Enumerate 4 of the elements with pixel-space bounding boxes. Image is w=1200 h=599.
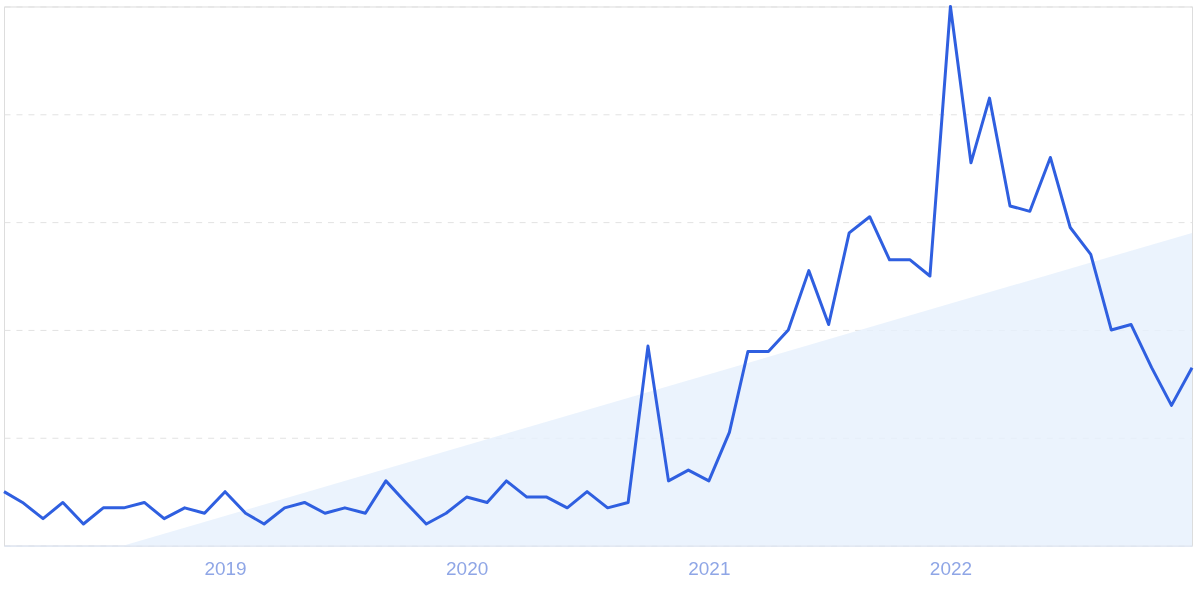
x-tick-label: 2022 [929, 558, 973, 580]
x-tick-label: 2020 [446, 558, 489, 580]
x-tick-label: 2019 [204, 558, 247, 580]
x-tick-label: 2021 [688, 558, 731, 580]
